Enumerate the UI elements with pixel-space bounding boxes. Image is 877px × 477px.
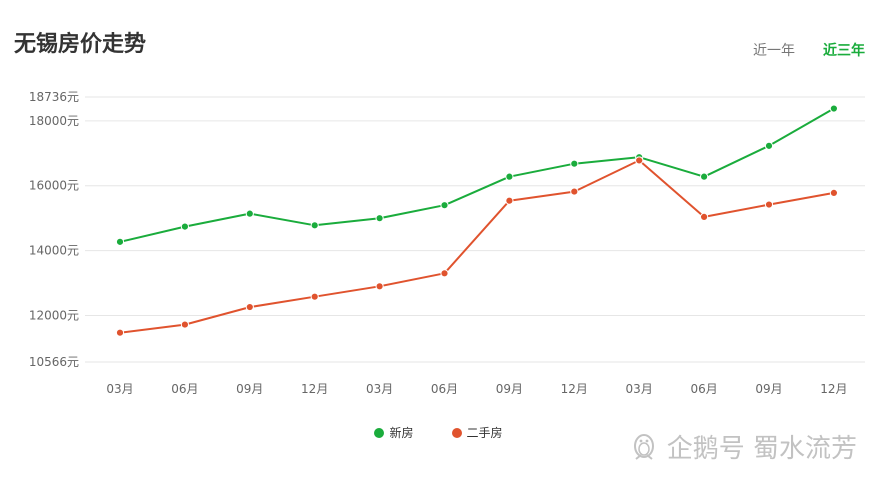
tab-three-years[interactable]: 近三年 <box>823 43 865 59</box>
y-tick-label: 18000元 <box>29 114 79 128</box>
x-tick-label: 03月 <box>626 382 653 396</box>
data-point-new-house <box>440 201 449 210</box>
legend-marker-new-house <box>374 427 385 438</box>
page-title: 无锡房价走势 <box>14 32 147 57</box>
series-line-second-hand <box>119 159 835 334</box>
x-tick-label: 03月 <box>366 382 393 396</box>
x-tick-label: 03月 <box>106 382 133 396</box>
data-point-second-hand <box>700 212 709 221</box>
y-tick-label: 14000元 <box>29 244 79 258</box>
data-point-second-hand <box>570 187 579 196</box>
x-tick-label: 09月 <box>755 382 782 396</box>
watermark-text: 企鹅号 蜀水流芳 <box>666 434 857 464</box>
x-tick-label: 09月 <box>496 382 523 396</box>
range-tabs: 近一年 近三年 <box>753 40 865 60</box>
chart-legend: 新房 二手房 <box>0 424 877 441</box>
data-point-new-house <box>829 104 839 113</box>
data-point-new-house <box>700 172 709 181</box>
data-point-new-house <box>570 159 579 168</box>
tab-one-year[interactable]: 近一年 <box>753 43 795 59</box>
x-tick-label: 12月 <box>820 382 847 396</box>
data-point-new-house <box>505 172 514 181</box>
data-point-second-hand <box>115 328 125 337</box>
y-tick-label: 16000元 <box>29 179 79 193</box>
data-point-new-house <box>245 209 254 218</box>
watermark: 企鹅号 蜀水流芳 <box>629 428 857 465</box>
legend-label-second-hand: 二手房 <box>466 426 503 440</box>
y-tick-label: 18736元 <box>29 90 79 104</box>
data-point-second-hand <box>375 282 384 291</box>
data-point-second-hand <box>635 156 644 165</box>
data-point-second-hand <box>505 196 514 205</box>
data-point-new-house <box>115 237 125 246</box>
x-tick-label: 06月 <box>690 382 717 396</box>
legend-label-new-house: 新房 <box>389 426 414 440</box>
data-point-new-house <box>180 222 189 231</box>
legend-item-second-hand[interactable]: 二手房 <box>451 424 503 441</box>
data-point-second-hand <box>310 292 319 301</box>
y-tick-label: 12000元 <box>29 308 79 322</box>
data-point-second-hand <box>440 269 449 278</box>
x-tick-label: 09月 <box>236 382 263 396</box>
data-point-second-hand <box>245 302 254 312</box>
data-point-new-house <box>375 214 384 223</box>
x-tick-label: 06月 <box>431 382 458 396</box>
x-tick-label: 06月 <box>171 382 198 396</box>
data-point-new-house <box>310 221 319 230</box>
series-line-new-house <box>119 107 835 243</box>
data-point-second-hand <box>764 200 774 209</box>
data-point-second-hand <box>180 320 189 329</box>
legend-marker-second-hand <box>451 427 462 438</box>
data-point-new-house <box>764 141 774 150</box>
data-point-second-hand <box>829 188 839 197</box>
y-tick-label: 10566元 <box>29 355 79 369</box>
legend-item-new-house[interactable]: 新房 <box>374 424 414 441</box>
x-tick-label: 12月 <box>561 382 588 396</box>
penguin-logo-icon <box>633 433 654 460</box>
x-tick-label: 12月 <box>301 382 328 396</box>
